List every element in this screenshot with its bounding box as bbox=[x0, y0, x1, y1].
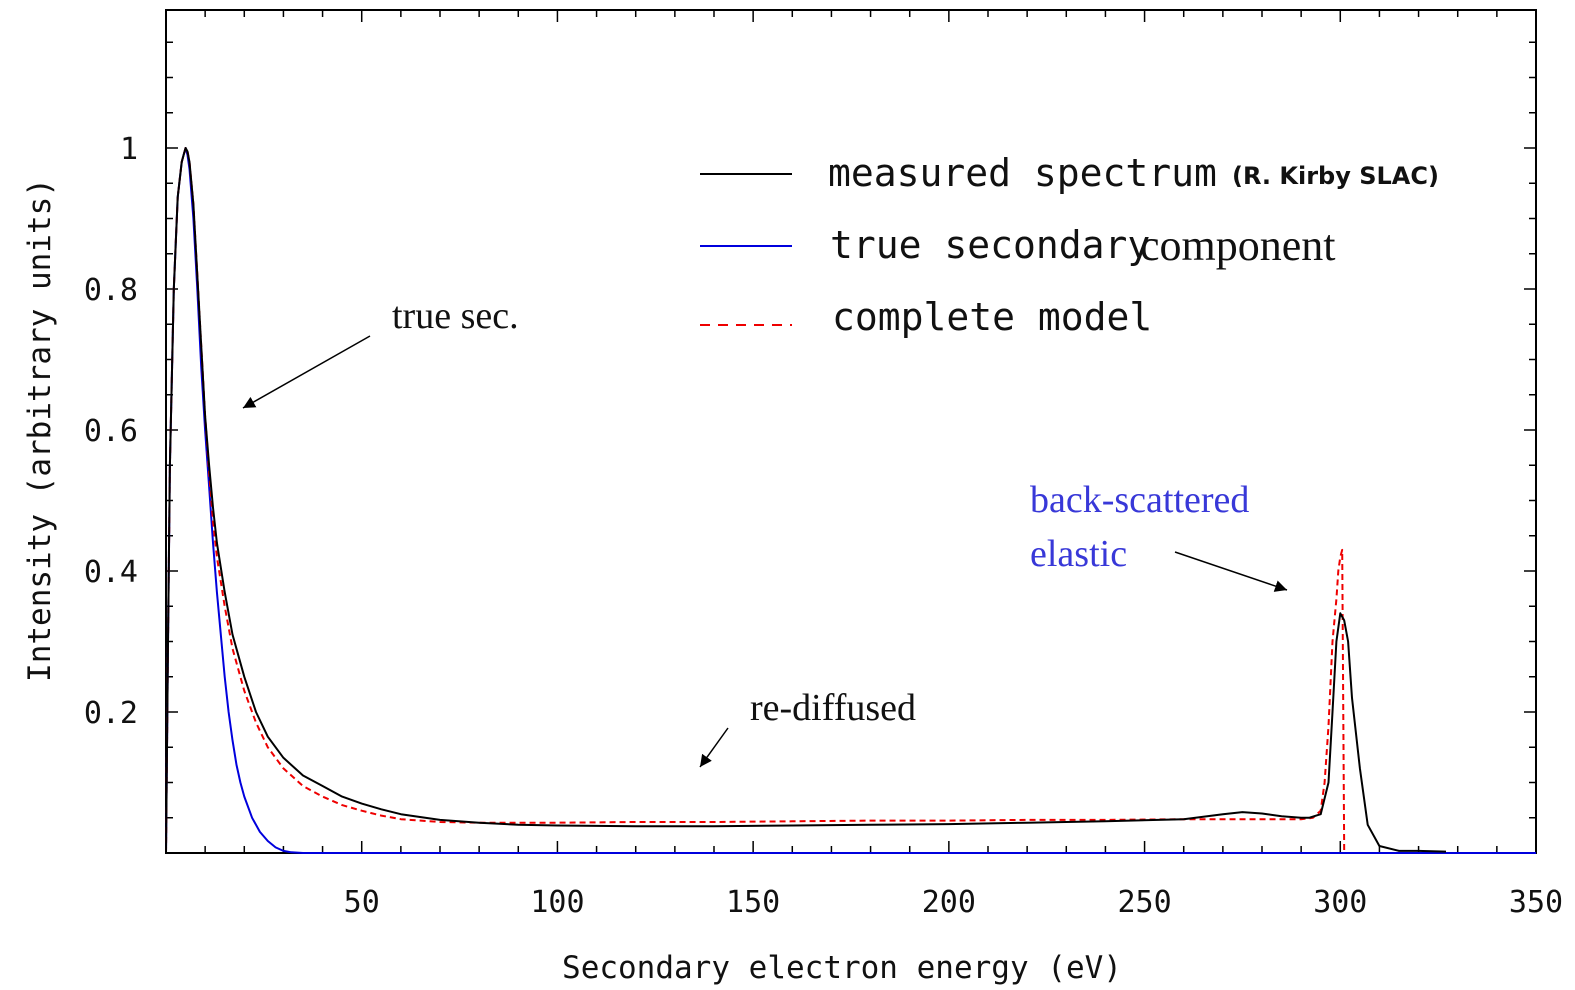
annotation-back-scattered-line1: back-scattered bbox=[1030, 479, 1249, 521]
legend-label-measured: measured spectrum bbox=[828, 151, 1217, 195]
series-lines bbox=[165, 147, 1536, 854]
annotation-re-diffused-arrow bbox=[699, 727, 729, 768]
axis-tick-labels: 50 100 150 200 250 300 350 0.2 0.4 0.6 0.8 1 bbox=[84, 132, 1563, 920]
y-axis-title: Intensity (arbitrary units) bbox=[22, 178, 58, 682]
y-tick-label: 1 bbox=[120, 132, 138, 167]
legend-suffix-true-secondary: component bbox=[1140, 221, 1336, 270]
y-tick-label: 0.4 bbox=[84, 555, 138, 590]
legend-label-true-secondary: true secondary bbox=[830, 223, 1150, 267]
annotation-true-sec-arrow bbox=[242, 335, 371, 409]
y-tick-label: 0.6 bbox=[84, 414, 138, 449]
legend: measured spectrum (R. Kirby SLAC) true s… bbox=[700, 151, 1439, 339]
x-tick-label: 300 bbox=[1313, 885, 1367, 920]
legend-suffix-measured: (R. Kirby SLAC) bbox=[1232, 162, 1439, 190]
series-line-measured-spectrum bbox=[165, 147, 1447, 854]
y-tick-label: 0.8 bbox=[84, 273, 138, 308]
annotation-re-diffused: re-diffused bbox=[750, 687, 916, 729]
annotation-true-sec: true sec. bbox=[392, 295, 519, 337]
annotation-back-scattered-arrow bbox=[1174, 551, 1288, 592]
x-axis-title: Secondary electron energy (eV) bbox=[562, 950, 1122, 986]
annotation-back-scattered-line2: elastic bbox=[1030, 533, 1127, 575]
x-tick-label: 250 bbox=[1117, 885, 1171, 920]
x-tick-label: 150 bbox=[726, 885, 780, 920]
series-line-complete-model bbox=[165, 147, 1346, 854]
x-tick-label: 350 bbox=[1509, 885, 1563, 920]
x-tick-label: 200 bbox=[922, 885, 976, 920]
annotations: true sec. re-diffused back-scattered ela… bbox=[242, 295, 1288, 768]
x-tick-label: 50 bbox=[344, 885, 380, 920]
x-tick-label: 100 bbox=[530, 885, 584, 920]
y-tick-label: 0.2 bbox=[84, 696, 138, 731]
legend-label-complete-model: complete model bbox=[832, 295, 1152, 339]
